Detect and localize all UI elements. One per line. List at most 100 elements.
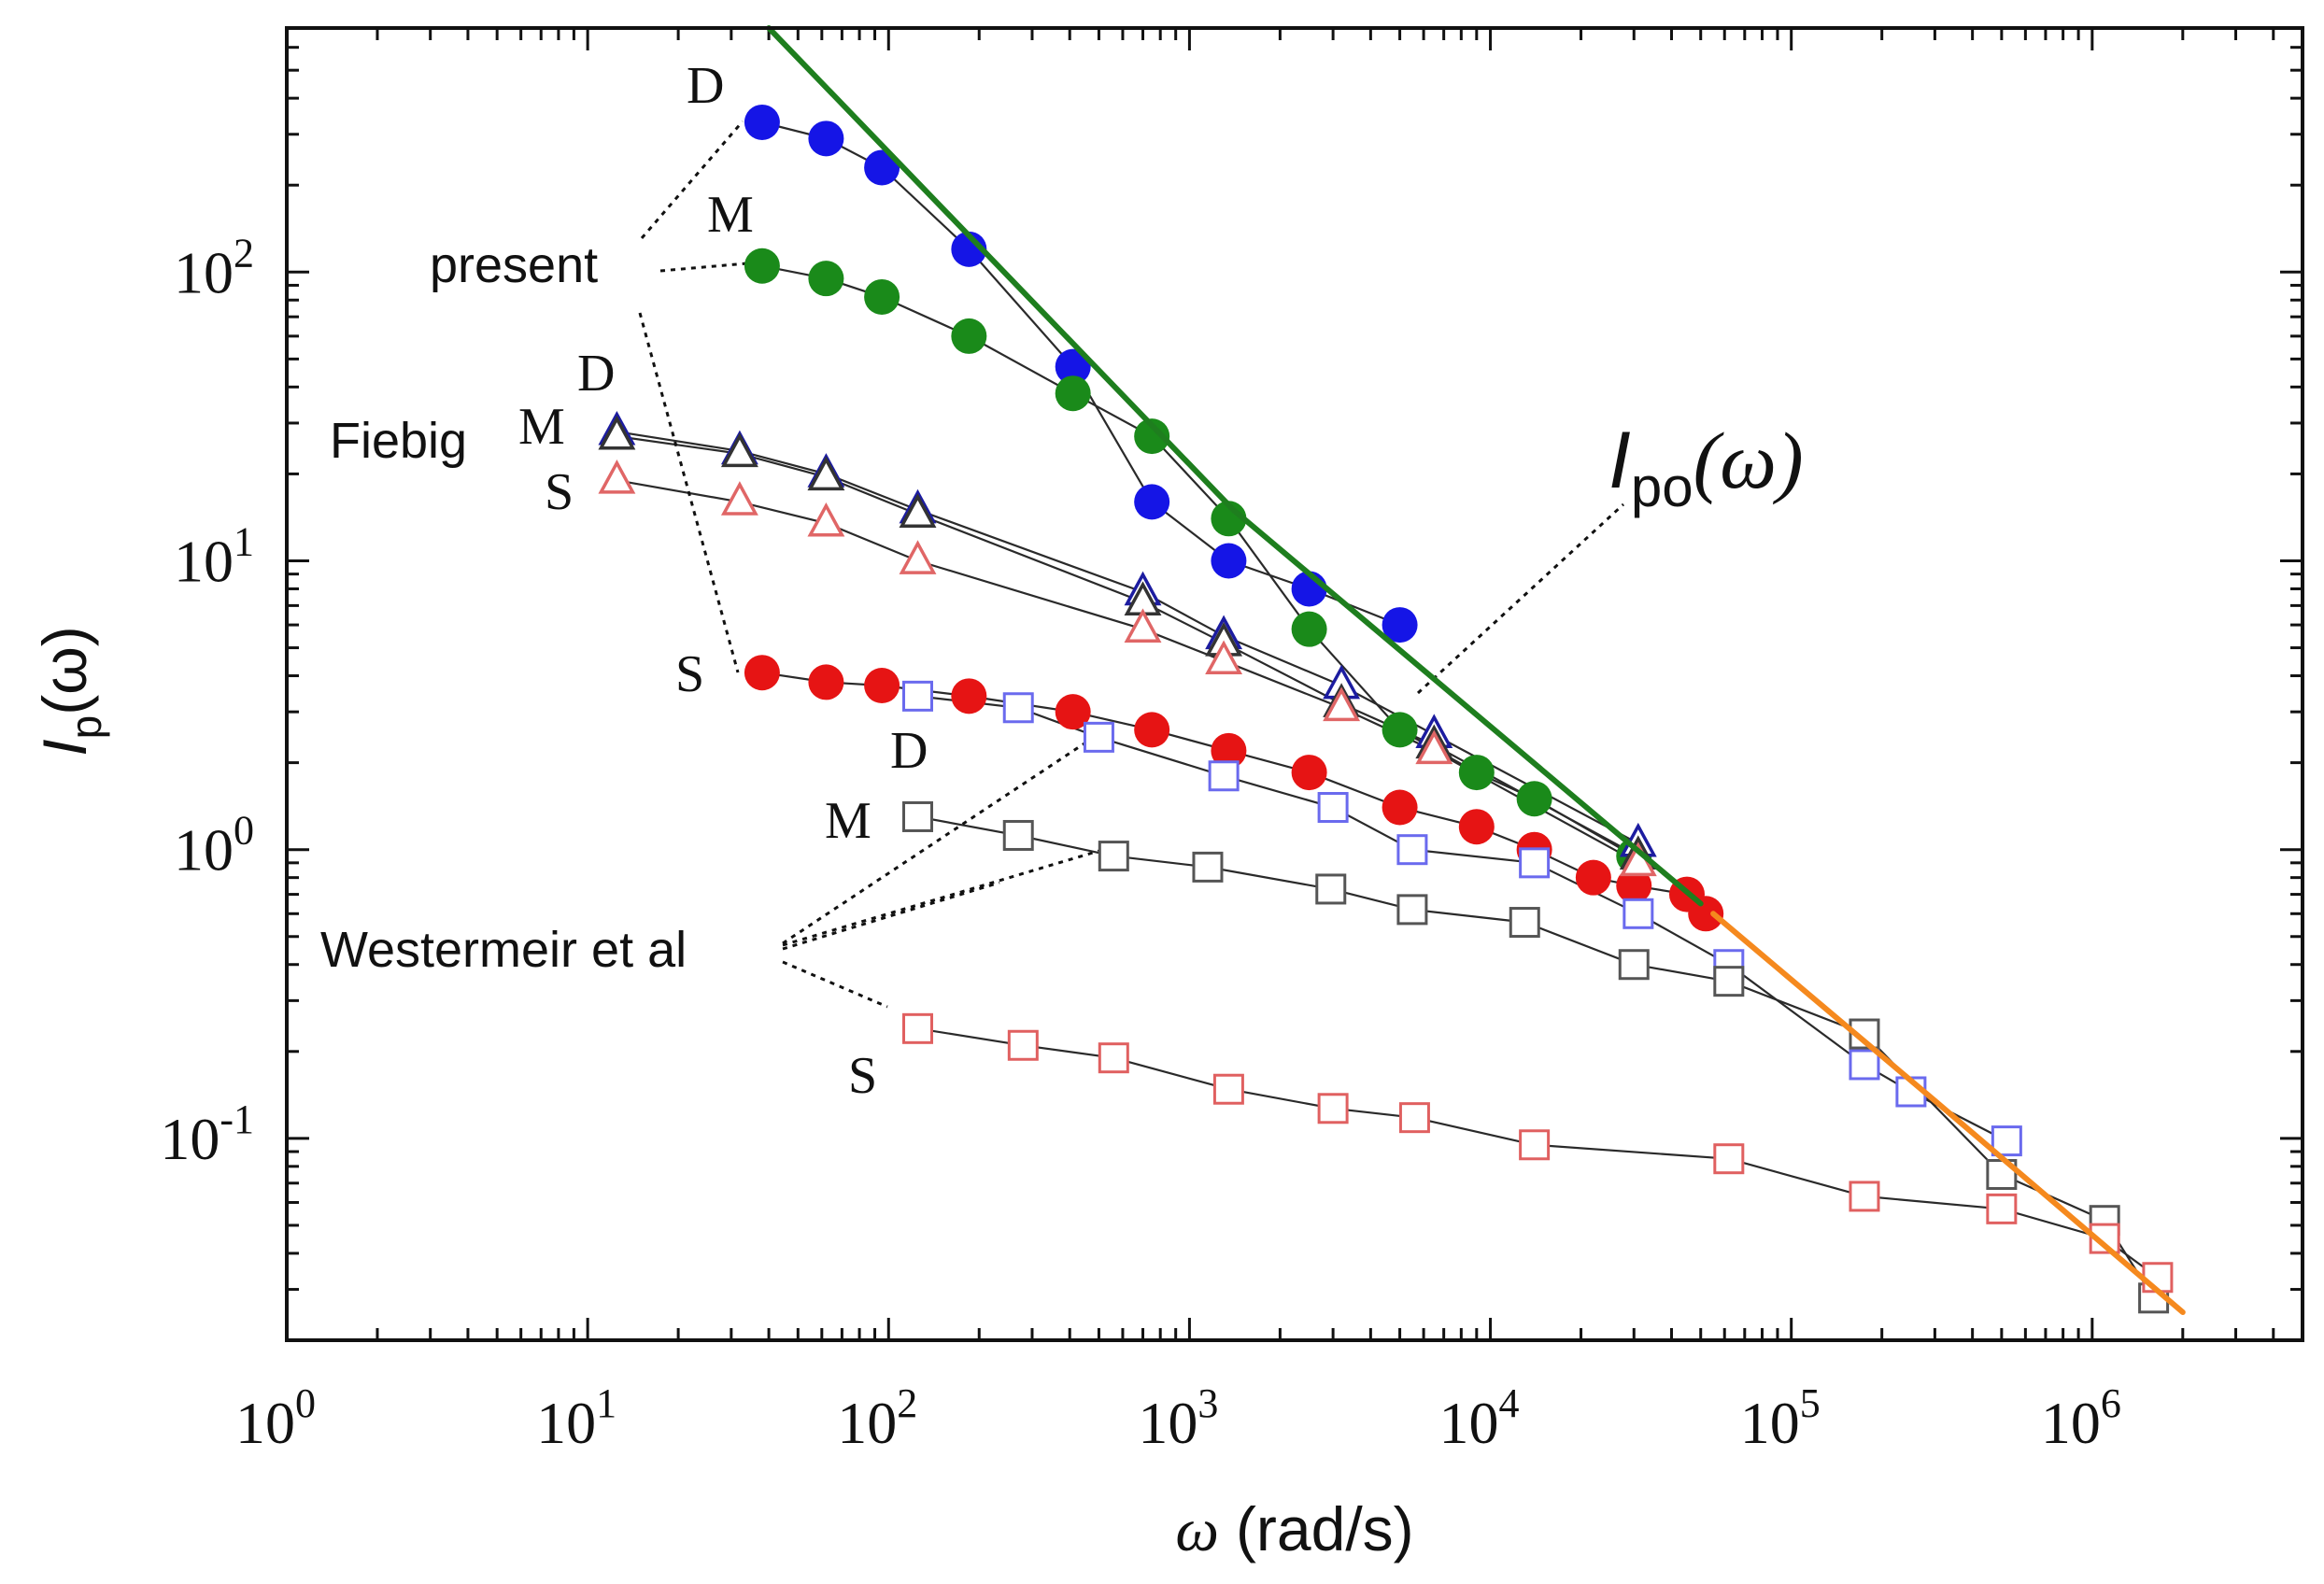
data-point-square: [901, 680, 933, 712]
data-point-circle: [744, 248, 780, 284]
y-axis-main: I: [30, 739, 99, 756]
letter-present-M: M: [707, 186, 754, 244]
tick-base: 10: [174, 528, 234, 594]
ipo-arg: (ω): [1693, 416, 1804, 505]
data-point-circle: [1458, 809, 1495, 845]
data-point-circle: [1055, 375, 1091, 412]
data-point-square: [1317, 792, 1349, 824]
x-tick-label: 102: [837, 1380, 917, 1456]
data-point-triangle: [1205, 640, 1243, 675]
data-point-triangle: [807, 456, 845, 491]
data-point-circle: [1211, 543, 1247, 579]
data-point-circle: [1516, 781, 1552, 817]
data-point-circle: [1575, 859, 1611, 896]
tick-exponent: 2: [234, 230, 254, 276]
data-point-circle: [1382, 789, 1418, 826]
data-point-square: [1396, 834, 1428, 866]
data-point-circle: [808, 261, 844, 297]
fit-lines: [766, 25, 2186, 1315]
x-tick-label: 100: [235, 1380, 316, 1456]
y-axis-sub: p: [62, 715, 110, 740]
data-point-square: [1192, 851, 1224, 883]
data-point-triangle: [720, 481, 758, 516]
data-point-circle: [1688, 896, 1724, 932]
y-axis-label: Ip(ω): [30, 626, 110, 756]
data-point-circle: [1055, 348, 1091, 385]
letter-fiebig-D: D: [577, 345, 615, 403]
tick-exponent: 6: [2101, 1380, 2121, 1426]
leader-line-3: [782, 736, 1094, 945]
letter-present-S: S: [675, 645, 704, 703]
data-point-triangle: [807, 502, 845, 537]
annotation-leaders: [638, 120, 1625, 1009]
label-fiebig: Fiebig: [330, 413, 467, 469]
leader-line-4: [782, 848, 1103, 947]
data-point-square: [1986, 1193, 2018, 1224]
data-point-square: [1509, 907, 1540, 939]
tick-exponent: 1: [596, 1380, 616, 1426]
data-point-square: [1991, 1125, 2022, 1157]
ipo-main: I: [1608, 416, 1631, 505]
plot-frame: [285, 26, 2304, 1342]
letter-west-D: D: [890, 722, 928, 780]
x-tick-label: 104: [1439, 1380, 1520, 1456]
data-point-circle: [1055, 694, 1091, 730]
data-point-circle: [1458, 755, 1495, 791]
y-tick-label: 10-1: [160, 1096, 254, 1172]
tick-exponent: 0: [234, 808, 254, 854]
data-point-square: [1098, 1042, 1129, 1074]
data-point-circle: [1134, 712, 1170, 748]
tick-base: 10: [235, 1390, 295, 1456]
data-point-triangle: [899, 540, 937, 574]
x-tick-label: 106: [2041, 1380, 2121, 1456]
tick-base: 10: [837, 1390, 897, 1456]
tick-base: 10: [174, 239, 234, 305]
data-point-circle: [951, 678, 987, 714]
label-ipo: Ipo(ω): [1608, 416, 1804, 518]
data-point-square: [1083, 721, 1114, 753]
tick-exponent: 4: [1499, 1380, 1520, 1426]
tick-base: 10: [160, 1106, 220, 1172]
data-point-square: [1317, 1093, 1349, 1124]
data-point-square: [1618, 949, 1650, 981]
letter-west-S: S: [848, 1047, 877, 1105]
data-point-circle: [864, 149, 900, 186]
data-point-square: [1849, 1049, 1880, 1081]
tick-exponent: -1: [220, 1096, 254, 1142]
x-axis-label: ω (rad/s): [1175, 1494, 1413, 1564]
data-point-square: [1002, 819, 1034, 851]
label-westermeir: Westermeir et al: [320, 922, 687, 978]
data-point-circle: [808, 120, 844, 157]
fit-line-10: [1710, 911, 2186, 1315]
data-point-square: [1098, 841, 1129, 872]
data-point-square: [1007, 1029, 1039, 1061]
series-markers: [598, 104, 2174, 1314]
tick-base: 10: [1439, 1390, 1499, 1456]
data-point-square: [1713, 966, 1745, 997]
data-point-circle: [744, 655, 780, 691]
data-point-circle: [864, 278, 900, 315]
data-point-circle: [1616, 868, 1652, 904]
tick-base: 10: [1740, 1390, 1800, 1456]
data-point-circle: [1211, 732, 1247, 769]
leader-line-2: [638, 312, 740, 673]
leader-line-1: [659, 262, 748, 273]
data-point-square: [1212, 1073, 1244, 1105]
data-point-triangle: [899, 493, 937, 528]
data-point-square: [2142, 1262, 2174, 1294]
x-tick-labels: 100 101 102 103 104 105 106: [235, 1380, 2121, 1456]
data-point-square: [1315, 873, 1347, 905]
data-point-square: [1713, 1143, 1745, 1175]
x-tick-label: 105: [1740, 1380, 1821, 1456]
ipo-sub: po: [1631, 456, 1693, 518]
data-point-circle: [951, 318, 987, 354]
x-axis-symbol: ω: [1175, 1496, 1219, 1564]
data-point-circle: [1291, 611, 1327, 647]
tick-base: 10: [2041, 1390, 2101, 1456]
y-tick-label: 100: [174, 808, 254, 884]
tick-exponent: 3: [1197, 1380, 1218, 1426]
data-point-circle: [1134, 418, 1170, 455]
